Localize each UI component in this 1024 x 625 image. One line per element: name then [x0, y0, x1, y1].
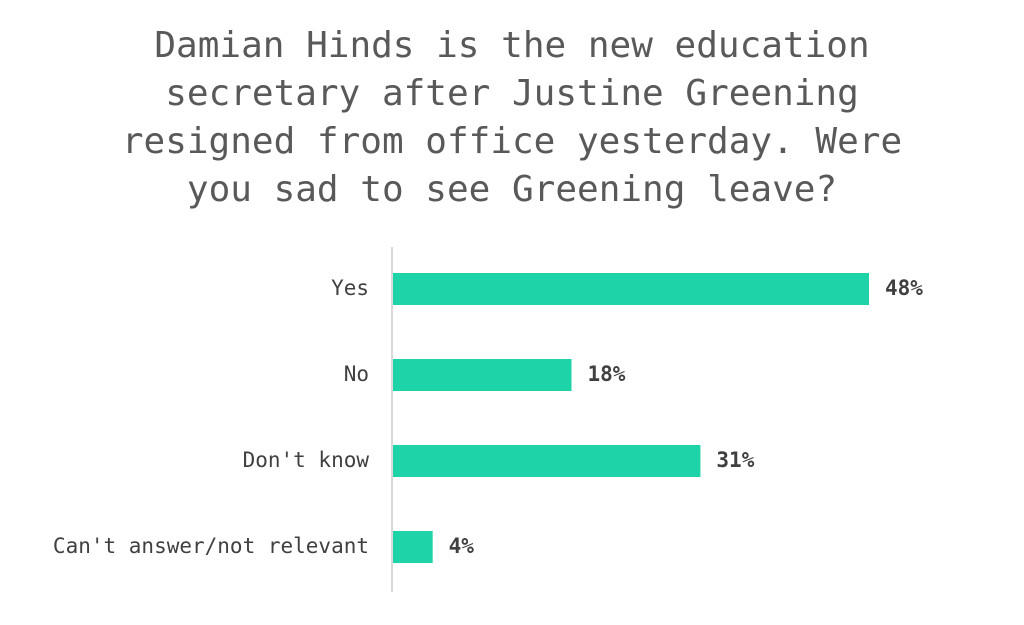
- bar-yes: [393, 273, 869, 305]
- bar-no: [393, 359, 572, 391]
- chart-title: Damian Hinds is the new education secret…: [121, 25, 903, 210]
- value-label-can-t-answer-not-relevant: 4%: [449, 534, 475, 558]
- category-label-yes: Yes: [331, 276, 369, 300]
- value-label-yes: 48%: [885, 276, 923, 300]
- category-label-no: No: [344, 362, 369, 386]
- value-label-don-t-know: 31%: [716, 448, 754, 472]
- bar-can-t-answer-not-relevant: [393, 531, 433, 563]
- category-label-don-t-know: Don't know: [243, 448, 370, 472]
- category-labels: Yes No Don't know Can't answer/not relevant: [53, 276, 369, 558]
- value-label-no: 18%: [588, 362, 626, 386]
- bar-don-t-know: [393, 445, 701, 477]
- category-label-can-t-answer-not-relevant: Can't answer/not relevant: [53, 534, 369, 558]
- value-labels: 48% 18% 31% 4%: [449, 276, 924, 558]
- bars-group: [393, 273, 869, 563]
